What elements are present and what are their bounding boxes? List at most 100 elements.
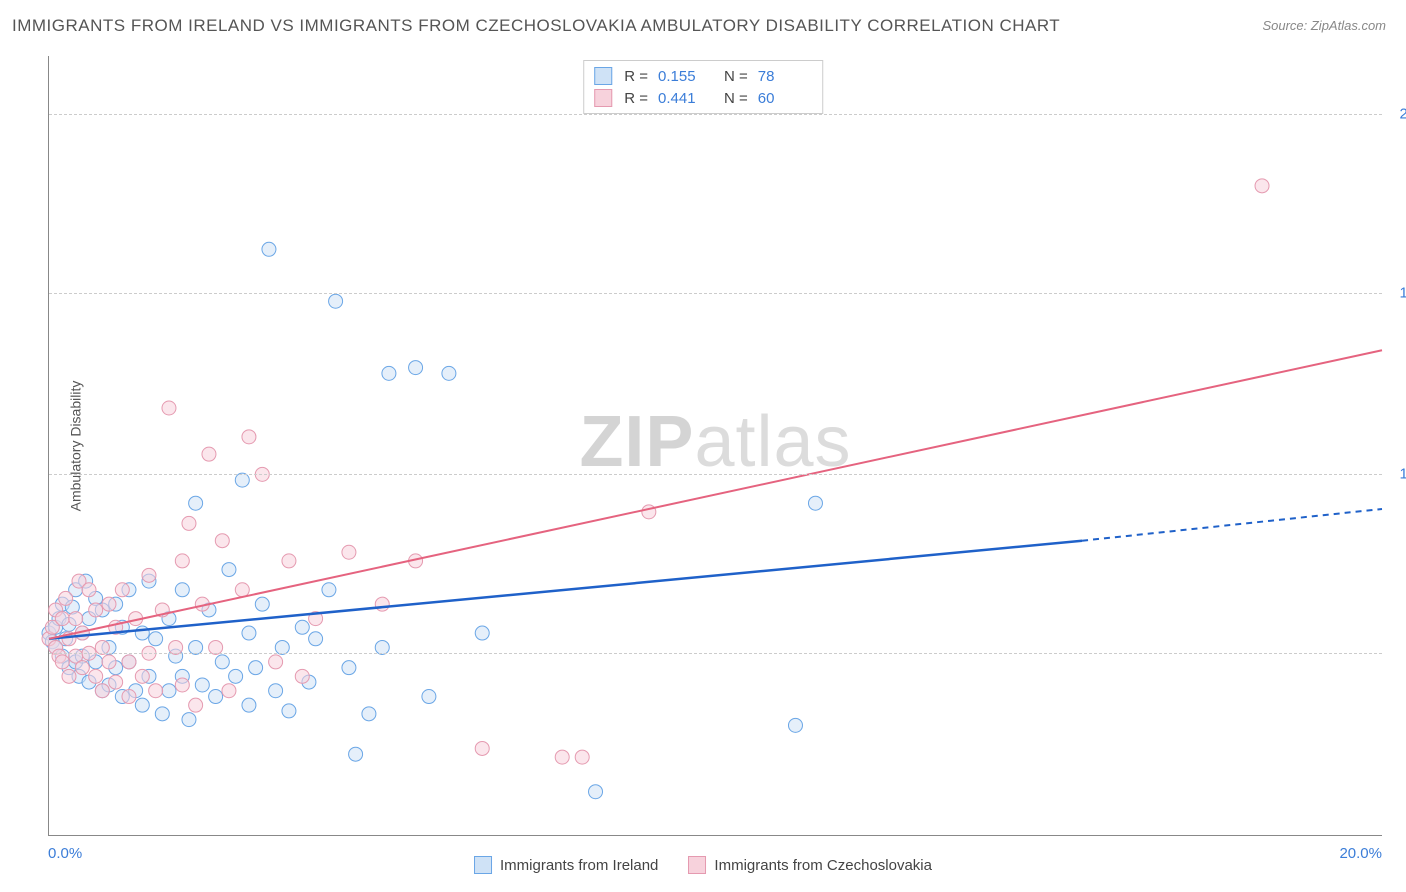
scatter-point — [282, 704, 296, 718]
scatter-point — [589, 785, 603, 799]
scatter-point — [295, 669, 309, 683]
n-label-0: N = — [724, 68, 748, 85]
legend-item-0: Immigrants from Ireland — [474, 856, 658, 874]
scatter-point — [362, 707, 376, 721]
legend-label-1: Immigrants from Czechoslovakia — [714, 857, 932, 874]
scatter-point — [808, 496, 822, 510]
scatter-point — [95, 684, 109, 698]
scatter-point — [229, 669, 243, 683]
scatter-point — [82, 583, 96, 597]
gridline — [49, 653, 1382, 654]
scatter-point — [182, 713, 196, 727]
scatter-point — [255, 597, 269, 611]
scatter-point — [102, 597, 116, 611]
scatter-point — [269, 655, 283, 669]
scatter-point — [555, 750, 569, 764]
scatter-point — [309, 632, 323, 646]
n-value-0: 78 — [758, 68, 806, 85]
scatter-point — [222, 684, 236, 698]
y-tick-label: 25.0% — [1392, 105, 1406, 122]
legend-item-1: Immigrants from Czechoslovakia — [688, 856, 932, 874]
y-tick-label: 18.8% — [1392, 284, 1406, 301]
scatter-point — [69, 612, 83, 626]
scatter-point — [249, 661, 263, 675]
legend-stats-row-1: R = 0.441 N = 60 — [594, 87, 812, 109]
scatter-point — [342, 545, 356, 559]
chart-plot-area: ZIPatlas 6.3%12.5%18.8%25.0% — [48, 56, 1382, 836]
legend-stats-row-0: R = 0.155 N = 78 — [594, 65, 812, 87]
scatter-point — [55, 612, 69, 626]
scatter-point — [149, 684, 163, 698]
scatter-point — [575, 750, 589, 764]
scatter-point — [282, 554, 296, 568]
source-text: Source: ZipAtlas.com — [1262, 18, 1386, 33]
scatter-point — [135, 669, 149, 683]
scatter-point — [135, 698, 149, 712]
scatter-point — [442, 366, 456, 380]
scatter-point — [475, 626, 489, 640]
y-tick-label: 6.3% — [1392, 645, 1406, 662]
y-tick-label: 12.5% — [1392, 466, 1406, 483]
scatter-point — [182, 516, 196, 530]
n-value-1: 60 — [758, 90, 806, 107]
scatter-point — [215, 534, 229, 548]
r-value-0: 0.155 — [658, 68, 706, 85]
scatter-point — [235, 583, 249, 597]
r-label-0: R = — [624, 68, 648, 85]
swatch-bottom-1 — [688, 856, 706, 874]
legend-series: Immigrants from Ireland Immigrants from … — [474, 856, 932, 874]
x-tick-min: 0.0% — [48, 845, 82, 862]
scatter-point — [788, 718, 802, 732]
scatter-point — [375, 597, 389, 611]
scatter-point — [242, 626, 256, 640]
scatter-point — [242, 698, 256, 712]
scatter-point — [102, 655, 116, 669]
scatter-point — [89, 669, 103, 683]
trend-line — [49, 350, 1382, 639]
scatter-point — [175, 583, 189, 597]
r-value-1: 0.441 — [658, 90, 706, 107]
trend-line-extension — [1082, 509, 1382, 541]
swatch-series-0 — [594, 67, 612, 85]
chart-title: IMMIGRANTS FROM IRELAND VS IMMIGRANTS FR… — [12, 16, 1060, 36]
scatter-point — [1255, 179, 1269, 193]
gridline — [49, 474, 1382, 475]
scatter-point — [222, 563, 236, 577]
swatch-bottom-0 — [474, 856, 492, 874]
x-tick-max: 20.0% — [1339, 845, 1382, 862]
plot-svg — [49, 56, 1382, 835]
scatter-point — [409, 361, 423, 375]
scatter-point — [349, 747, 363, 761]
r-label-1: R = — [624, 90, 648, 107]
scatter-point — [262, 242, 276, 256]
scatter-point — [322, 583, 336, 597]
scatter-point — [89, 603, 103, 617]
scatter-point — [155, 707, 169, 721]
scatter-point — [342, 661, 356, 675]
scatter-point — [142, 568, 156, 582]
legend-stats: R = 0.155 N = 78 R = 0.441 N = 60 — [583, 60, 823, 114]
scatter-point — [122, 690, 136, 704]
swatch-series-1 — [594, 89, 612, 107]
scatter-point — [162, 401, 176, 415]
scatter-point — [189, 698, 203, 712]
scatter-point — [382, 366, 396, 380]
scatter-point — [195, 678, 209, 692]
legend-label-0: Immigrants from Ireland — [500, 857, 658, 874]
n-label-1: N = — [724, 90, 748, 107]
scatter-point — [122, 655, 136, 669]
scatter-point — [135, 626, 149, 640]
scatter-point — [329, 294, 343, 308]
scatter-point — [475, 741, 489, 755]
scatter-point — [202, 447, 216, 461]
scatter-point — [175, 554, 189, 568]
scatter-point — [215, 655, 229, 669]
scatter-point — [162, 684, 176, 698]
scatter-point — [75, 661, 89, 675]
scatter-point — [109, 675, 123, 689]
trend-line — [49, 541, 1082, 639]
gridline — [49, 293, 1382, 294]
scatter-point — [55, 655, 69, 669]
scatter-point — [209, 690, 223, 704]
scatter-point — [295, 620, 309, 634]
